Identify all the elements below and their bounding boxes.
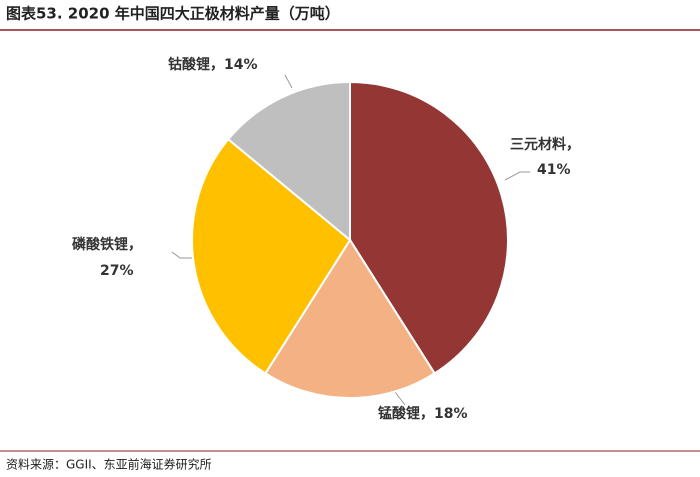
pie-slice: [226, 80, 351, 243]
category-name: 磷酸铁锂: [72, 236, 128, 253]
value-label: 14%: [224, 57, 258, 73]
category-name: 三元材料: [510, 136, 566, 153]
value-label: 41%: [537, 162, 571, 178]
leader-line: [284, 74, 293, 89]
value-label: 18%: [434, 406, 468, 422]
category-name: 锰酸锂: [378, 405, 420, 422]
category-name: 钴酸锂: [168, 56, 210, 73]
pie-slice: [191, 137, 352, 375]
source-note: 资料来源：GGII、东亚前海证券研究所: [6, 457, 212, 472]
data-label: 钴酸锂，14%: [168, 56, 258, 73]
data-label: 锰酸锂，18%: [378, 405, 468, 422]
label-separator: ，: [566, 137, 580, 153]
leader-line: [394, 391, 406, 406]
label-separator: ，: [128, 237, 142, 253]
label-separator: ，: [210, 57, 224, 73]
pie-slice: [263, 238, 437, 399]
leader-line: [504, 171, 530, 181]
data-label: 三元材料，: [510, 136, 580, 153]
leader-line: [171, 251, 195, 259]
label-separator: ，: [420, 406, 434, 422]
leader-lines: [171, 74, 530, 406]
chart-title: 图表53. 2020 年中国四大正极材料产量（万吨）: [6, 5, 340, 23]
value-label: 27%: [100, 263, 134, 279]
data-label: 磷酸铁锂，: [72, 236, 142, 253]
